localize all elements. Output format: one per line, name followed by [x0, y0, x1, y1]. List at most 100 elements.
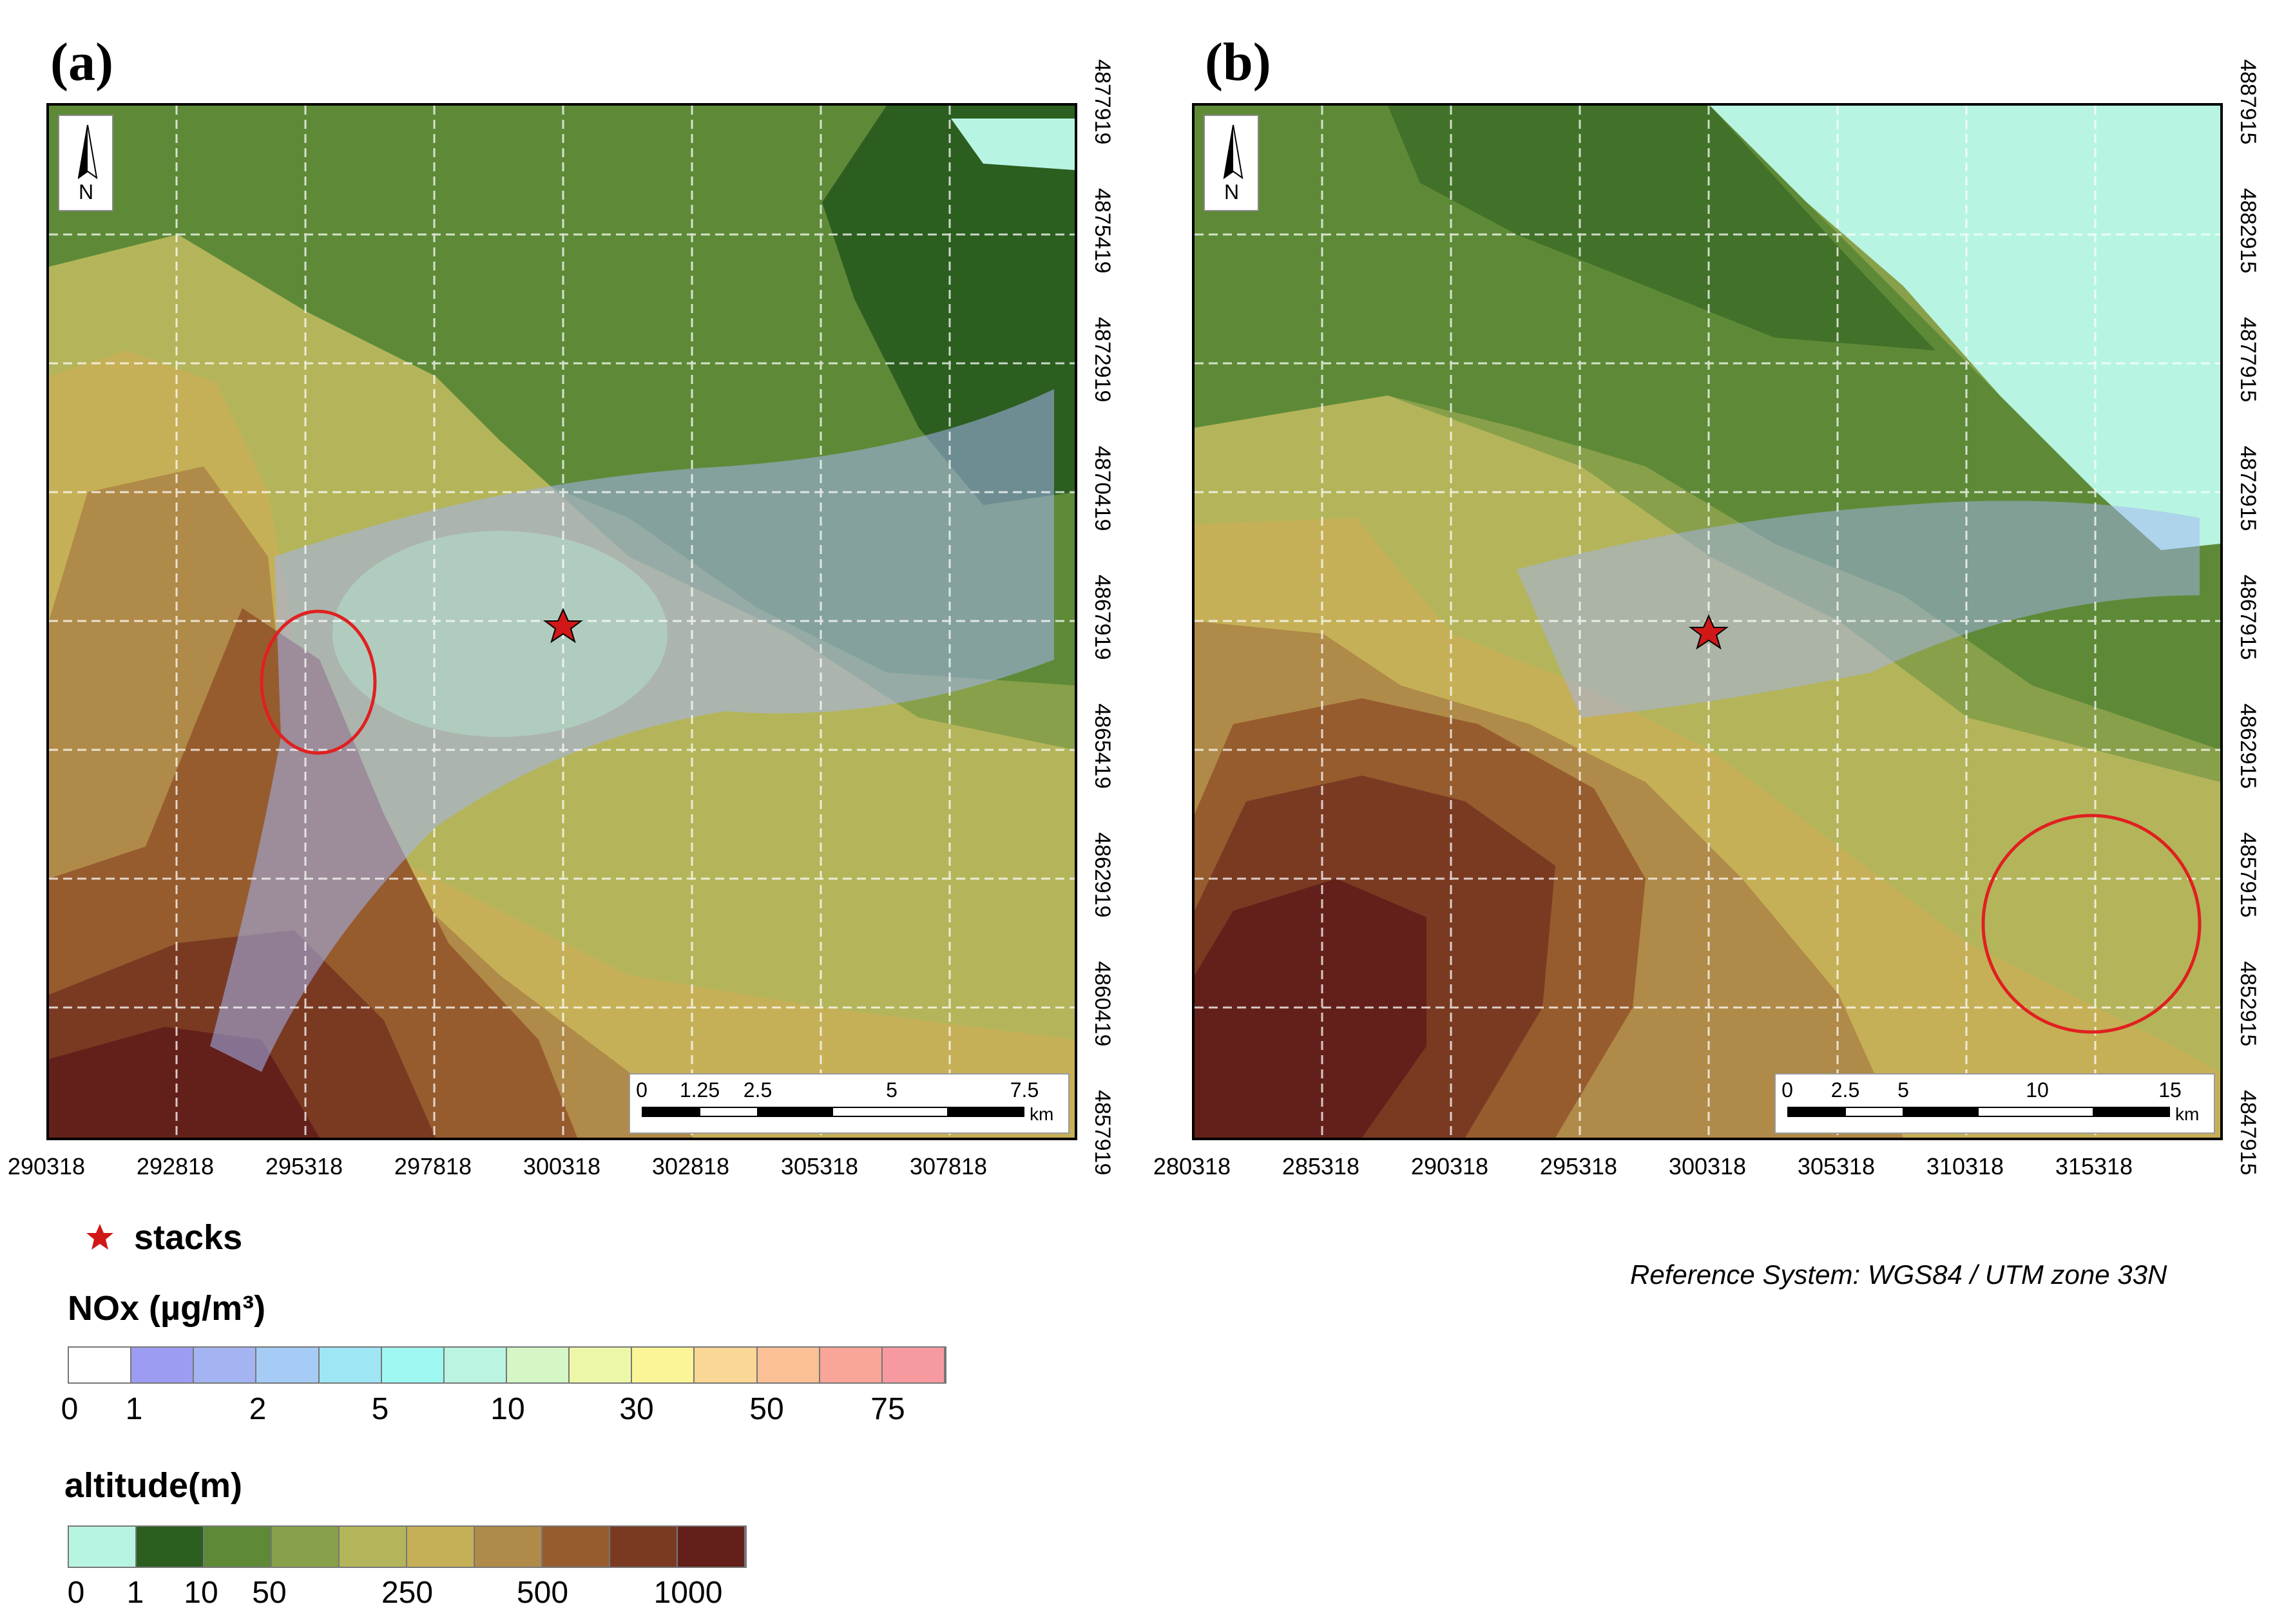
x-tick: 280318 — [1153, 1153, 1231, 1180]
nox-label: 30 — [619, 1392, 654, 1426]
altitude-color-swatch — [543, 1527, 610, 1567]
nox-label: 75 — [870, 1392, 905, 1426]
nox-color-swatch — [757, 1348, 820, 1382]
y-tick: 4860419 — [1090, 961, 1115, 1047]
scale-label: 1.25 — [679, 1078, 720, 1102]
scale-label: 10 — [2026, 1078, 2049, 1102]
panel-b-label: (b) — [1205, 32, 1271, 92]
x-tick: 305318 — [780, 1153, 859, 1180]
y-tick: 4870419 — [1090, 446, 1115, 531]
map-panel-a: N 0 1.25 2.5 5 7.5 km — [46, 103, 1077, 1140]
nox-color-swatch — [69, 1348, 132, 1382]
north-arrow-icon — [1223, 124, 1244, 180]
altitude-color-swatch — [340, 1527, 407, 1567]
reference-system-note: Reference System: WGS84 / UTM zone 33N — [1630, 1259, 2167, 1290]
scale-bar-graphic — [642, 1107, 1024, 1117]
x-tick: 290318 — [7, 1153, 86, 1180]
y-tick: 4872915 — [2236, 446, 2260, 531]
x-tick: 307818 — [909, 1153, 988, 1180]
altitude-label: 0 — [67, 1576, 85, 1610]
map-b-north-arrow: N — [1204, 115, 1259, 211]
x-tick: 302818 — [651, 1153, 730, 1180]
y-tick: 4857919 — [1090, 1090, 1115, 1176]
altitude-legend-title: altitude(m) — [64, 1466, 242, 1505]
y-tick: 4857915 — [2236, 832, 2260, 918]
x-tick: 305318 — [1797, 1153, 1876, 1180]
y-tick: 4862915 — [2236, 703, 2260, 789]
y-tick: 4872919 — [1090, 317, 1115, 403]
map-a-stack-star — [543, 607, 583, 644]
y-tick: 4867919 — [1090, 575, 1115, 660]
nox-color-swatch — [570, 1348, 633, 1382]
nox-label: 10 — [490, 1392, 525, 1426]
y-tick: 4877919 — [1090, 59, 1115, 145]
altitude-color-swatch — [69, 1527, 137, 1567]
altitude-label: 1 — [126, 1576, 144, 1610]
nox-color-swatch — [506, 1348, 570, 1382]
map-a-north-label: N — [79, 180, 94, 204]
x-tick: 300318 — [523, 1153, 601, 1180]
nox-color-swatch — [319, 1348, 382, 1382]
altitude-label: 50 — [252, 1576, 287, 1610]
nox-label: 2 — [249, 1392, 267, 1426]
x-tick: 297818 — [394, 1153, 472, 1180]
scale-label: 5 — [886, 1078, 898, 1102]
x-tick: 315318 — [2055, 1153, 2133, 1180]
stacks-label: stacks — [134, 1218, 243, 1257]
map-b-scalebar: 0 2.5 5 10 15 km — [1774, 1073, 2215, 1134]
map-b-terrain — [1195, 106, 2220, 1138]
legend-stacks: stacks — [84, 1218, 242, 1257]
nox-label: 50 — [749, 1392, 784, 1426]
y-tick: 4867915 — [2236, 575, 2260, 660]
scale-label: 5 — [1897, 1078, 1909, 1102]
x-tick: 310318 — [1926, 1153, 2004, 1180]
altitude-color-swatch — [407, 1527, 475, 1567]
x-tick: 295318 — [265, 1153, 343, 1180]
x-tick: 300318 — [1668, 1153, 1747, 1180]
nox-label: 0 — [61, 1392, 79, 1426]
scale-label: 2.5 — [743, 1078, 773, 1102]
nox-color-swatch — [256, 1348, 320, 1382]
altitude-color-swatch — [137, 1527, 204, 1567]
y-tick: 4847915 — [2236, 1090, 2260, 1176]
altitude-colorbar — [68, 1525, 747, 1568]
star-icon — [86, 1224, 113, 1250]
nox-color-swatch — [695, 1348, 758, 1382]
nox-label: 5 — [371, 1392, 389, 1426]
scale-label: 15 — [2158, 1078, 2182, 1102]
y-tick: 4862919 — [1090, 832, 1115, 918]
scale-label: 0 — [636, 1078, 648, 1102]
map-panel-b: N 0 2.5 5 10 15 km — [1192, 103, 2223, 1140]
x-tick: 290318 — [1410, 1153, 1489, 1180]
y-tick: 4882915 — [2236, 188, 2260, 274]
map-b-stack-star — [1689, 614, 1729, 650]
north-arrow-icon — [77, 124, 98, 180]
scale-unit: km — [1030, 1104, 1054, 1124]
map-a-terrain — [49, 106, 1075, 1138]
y-tick: 4852915 — [2236, 961, 2260, 1047]
nox-colorbar — [68, 1346, 946, 1384]
nox-legend-title: NOx (µg/m³) — [68, 1289, 266, 1328]
altitude-color-swatch — [204, 1527, 272, 1567]
scale-unit: km — [2175, 1104, 2200, 1124]
scale-bar-graphic — [1787, 1107, 2170, 1117]
nox-color-swatch — [882, 1348, 945, 1382]
nox-color-swatch — [131, 1348, 195, 1382]
altitude-color-swatch — [272, 1527, 340, 1567]
scale-label: 7.5 — [1010, 1078, 1039, 1102]
x-tick: 285318 — [1282, 1153, 1360, 1180]
nox-color-swatch — [820, 1348, 883, 1382]
scale-label: 2.5 — [1830, 1078, 1860, 1102]
map-a-north-arrow: N — [58, 115, 113, 211]
panel-a-label: (a) — [50, 32, 113, 92]
altitude-color-swatch — [475, 1527, 543, 1567]
x-tick: 292818 — [136, 1153, 215, 1180]
altitude-label: 250 — [381, 1576, 434, 1610]
y-tick: 4865419 — [1090, 703, 1115, 789]
map-b-north-label: N — [1224, 180, 1240, 204]
map-a-scalebar: 0 1.25 2.5 5 7.5 km — [629, 1073, 1070, 1134]
altitude-label: 500 — [516, 1576, 569, 1610]
x-tick: 295318 — [1539, 1153, 1618, 1180]
nox-label: 1 — [125, 1392, 143, 1426]
scale-label: 0 — [1781, 1078, 1793, 1102]
